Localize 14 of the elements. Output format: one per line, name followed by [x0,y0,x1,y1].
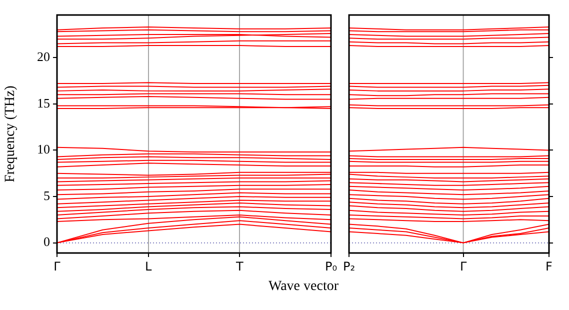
y-tick-label: 0 [44,234,50,250]
x-tick-label: P₀ [324,259,338,274]
x-tick-label: Γ [54,259,61,274]
y-tick-label: 15 [37,95,50,110]
x-tick-label: F [546,259,553,274]
x-tick-label: P₂ [343,259,356,274]
x-tick-label: Γ [460,259,467,274]
y-tick-label: 5 [44,188,50,203]
x-tick-label: T [234,259,244,274]
y-tick-label: 20 [37,49,50,64]
y-tick-label: 10 [37,142,50,157]
x-tick-label: L [144,259,152,274]
y-axis-title: Frequency (THz) [3,85,18,182]
x-axis-title: Wave vector [268,279,340,295]
